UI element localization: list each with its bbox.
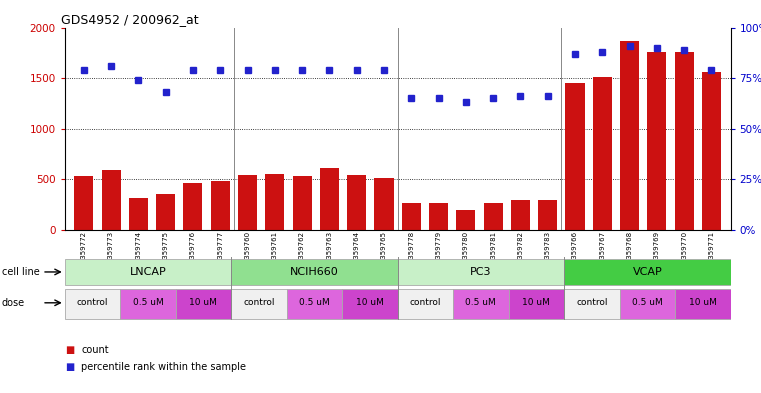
Text: control: control: [244, 298, 275, 307]
Bar: [402, 203, 421, 230]
Bar: [565, 83, 584, 230]
Bar: [231, 288, 287, 319]
Bar: [129, 198, 148, 230]
Bar: [156, 195, 175, 230]
Bar: [320, 168, 339, 230]
Text: LNCAP: LNCAP: [129, 266, 167, 277]
Bar: [508, 288, 564, 319]
Bar: [342, 288, 397, 319]
Text: NCIH660: NCIH660: [290, 266, 339, 277]
Bar: [101, 170, 121, 230]
Bar: [429, 202, 448, 230]
Bar: [702, 72, 721, 230]
Bar: [397, 288, 453, 319]
Text: PC3: PC3: [470, 266, 492, 277]
Text: 10 uM: 10 uM: [689, 298, 717, 307]
Text: ■: ■: [65, 345, 74, 355]
Bar: [674, 52, 694, 230]
Bar: [564, 288, 619, 319]
Bar: [75, 176, 94, 230]
Bar: [287, 288, 342, 319]
Text: dose: dose: [2, 298, 24, 309]
Bar: [292, 176, 312, 230]
Text: control: control: [409, 298, 441, 307]
Text: 10 uM: 10 uM: [356, 298, 384, 307]
Bar: [374, 178, 393, 230]
Text: control: control: [576, 298, 607, 307]
Bar: [593, 77, 612, 230]
Text: control: control: [77, 298, 108, 307]
Bar: [211, 181, 230, 230]
Text: VCAP: VCAP: [632, 266, 662, 277]
Bar: [183, 184, 202, 230]
Bar: [538, 200, 557, 230]
Bar: [397, 259, 564, 285]
Bar: [238, 175, 257, 230]
Bar: [176, 288, 231, 319]
Bar: [620, 40, 639, 230]
Text: count: count: [81, 345, 109, 355]
Bar: [266, 174, 285, 230]
Bar: [675, 288, 731, 319]
Text: 10 uM: 10 uM: [522, 298, 550, 307]
Text: 10 uM: 10 uM: [189, 298, 218, 307]
Bar: [483, 202, 503, 230]
Bar: [453, 288, 508, 319]
Bar: [120, 288, 176, 319]
Bar: [65, 288, 120, 319]
Text: percentile rank within the sample: percentile rank within the sample: [81, 362, 247, 373]
Text: GDS4952 / 200962_at: GDS4952 / 200962_at: [62, 13, 199, 26]
Text: 0.5 uM: 0.5 uM: [132, 298, 164, 307]
Text: ■: ■: [65, 362, 74, 373]
Bar: [648, 52, 667, 230]
Bar: [511, 200, 530, 230]
Text: cell line: cell line: [2, 267, 40, 277]
Bar: [231, 259, 397, 285]
Bar: [457, 210, 476, 230]
Bar: [619, 288, 675, 319]
Text: 0.5 uM: 0.5 uM: [299, 298, 330, 307]
Text: 0.5 uM: 0.5 uM: [466, 298, 496, 307]
Bar: [347, 175, 366, 230]
Bar: [65, 259, 231, 285]
Text: 0.5 uM: 0.5 uM: [632, 298, 663, 307]
Bar: [564, 259, 731, 285]
